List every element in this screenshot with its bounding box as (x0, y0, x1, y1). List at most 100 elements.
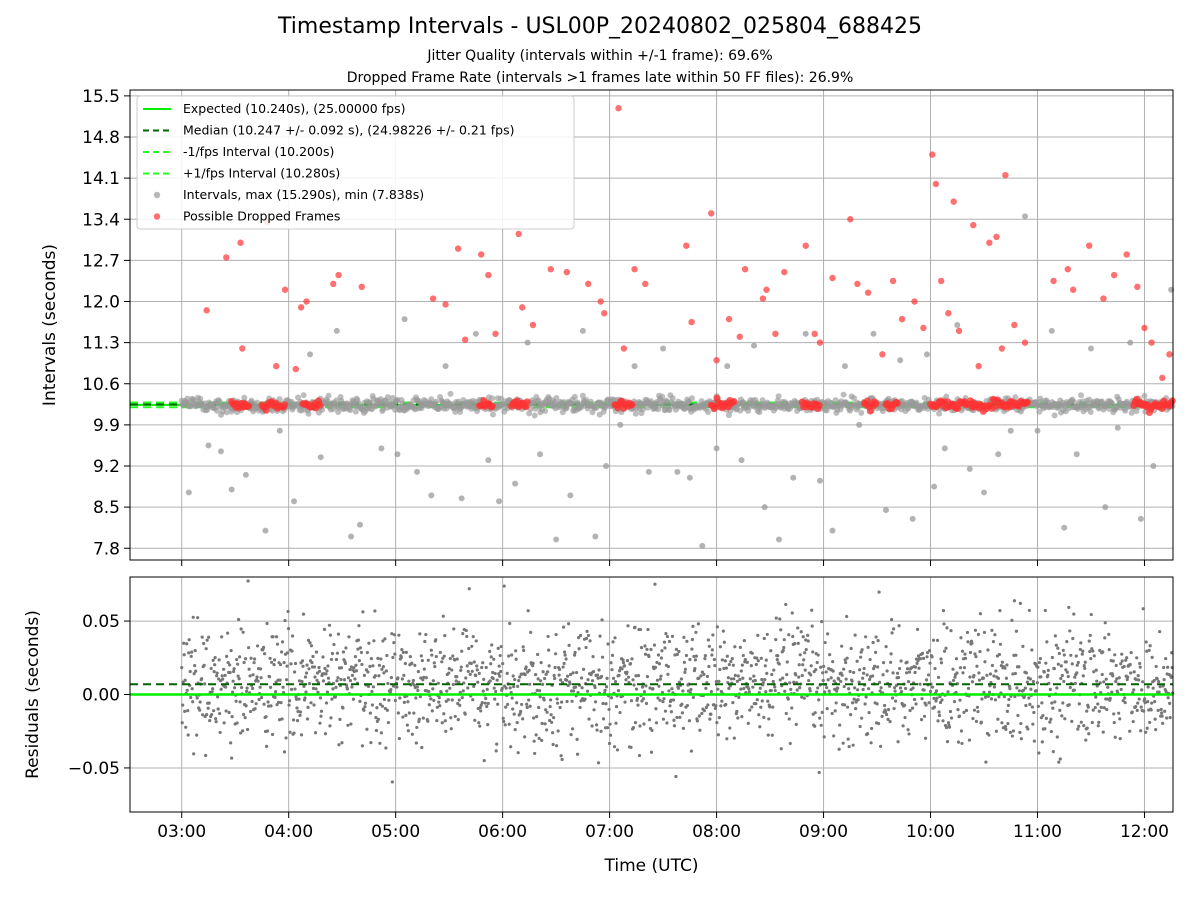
residual-point (658, 698, 662, 702)
residual-point (762, 636, 766, 641)
dropped-frame-point (955, 327, 963, 335)
residual-point (623, 700, 627, 704)
residual-point (531, 661, 535, 665)
residual-point (1059, 664, 1063, 668)
residual-point (848, 669, 852, 674)
residual-point (911, 686, 915, 690)
residual-point (733, 673, 737, 677)
residual-point (853, 686, 857, 690)
residual-point (563, 650, 567, 654)
interval-point (458, 495, 465, 502)
residual-point (702, 709, 706, 713)
residual-point (632, 683, 636, 687)
residual-point (975, 664, 979, 668)
residual-point (653, 665, 658, 669)
residual-point (1076, 727, 1080, 731)
dropped-frame-point (585, 280, 592, 288)
interval-point (217, 448, 224, 455)
residual-point (1031, 722, 1035, 726)
residual-point (882, 703, 887, 708)
residual-point (771, 679, 775, 684)
residual-point (313, 731, 318, 735)
residual-point (915, 627, 920, 631)
residual-point (967, 738, 972, 742)
residual-point (187, 651, 191, 655)
residual-point (326, 676, 331, 680)
residual-point (747, 687, 751, 691)
dropped-frame-point (811, 330, 818, 338)
residual-point (976, 632, 981, 637)
residual-point (994, 669, 998, 673)
dropped-frame-point (741, 265, 749, 273)
residual-point (461, 689, 465, 693)
residual-point (667, 689, 671, 693)
residual-point (959, 729, 964, 733)
residual-point (399, 655, 403, 659)
residual-point (318, 721, 322, 725)
residual-point (942, 622, 946, 626)
residual-point (228, 670, 232, 675)
residual-point (518, 675, 522, 679)
residual-point (643, 644, 647, 648)
residual-point (269, 660, 274, 664)
residual-point (451, 654, 455, 658)
residual-point (445, 689, 449, 693)
residual-point (1061, 648, 1065, 652)
residual-point (1011, 729, 1015, 733)
residual-point (1107, 632, 1111, 637)
residual-point (1165, 716, 1169, 720)
residual-point (860, 716, 864, 720)
interval-point (347, 407, 354, 414)
residual-point (447, 666, 451, 671)
residual-point (245, 689, 249, 694)
residual-point (421, 678, 425, 682)
residual-point (406, 729, 410, 733)
residual-point (552, 673, 556, 678)
residual-point (1131, 719, 1135, 724)
dropped-frame-point (1123, 251, 1130, 258)
residual-point (853, 633, 857, 637)
interval-point (936, 410, 943, 417)
residual-point (301, 612, 306, 616)
residual-point (270, 732, 275, 737)
residual-point (729, 677, 733, 681)
residual-point (625, 659, 630, 663)
residual-point (578, 705, 582, 710)
residual-point (1054, 643, 1058, 647)
residual-point (1126, 675, 1130, 679)
residual-point (1068, 685, 1072, 690)
residual-point (513, 727, 517, 732)
residual-point (867, 710, 871, 715)
residual-point (612, 745, 617, 749)
residual-point (453, 714, 457, 719)
residual-point (426, 719, 430, 723)
residual-point (974, 654, 978, 659)
residual-point (326, 664, 330, 668)
interval-point (923, 351, 930, 358)
residual-point (553, 665, 557, 670)
residual-point (541, 670, 545, 674)
residual-point (564, 678, 569, 682)
residual-point (742, 639, 746, 643)
residual-point (1029, 687, 1033, 691)
residual-point (951, 678, 956, 683)
residual-point (649, 750, 654, 754)
dropped-frame-point (1110, 271, 1118, 279)
x-tick-label: 08:00 (692, 822, 741, 842)
residual-point (477, 721, 481, 725)
dropped-frame-point (519, 304, 526, 311)
residual-point (729, 659, 733, 664)
residual-point (655, 678, 660, 682)
dropped-frame-point (815, 401, 823, 409)
residual-point (568, 672, 573, 677)
residual-point (635, 696, 640, 700)
residual-point (594, 723, 599, 727)
residual-point (1106, 685, 1110, 689)
residual-point (1096, 724, 1100, 728)
dropped-frame-point (736, 333, 743, 340)
residual-point (282, 750, 287, 754)
residual-point (583, 697, 587, 701)
residual-point (301, 664, 305, 668)
residual-point (936, 675, 941, 679)
dropped-frame-point (911, 298, 918, 305)
